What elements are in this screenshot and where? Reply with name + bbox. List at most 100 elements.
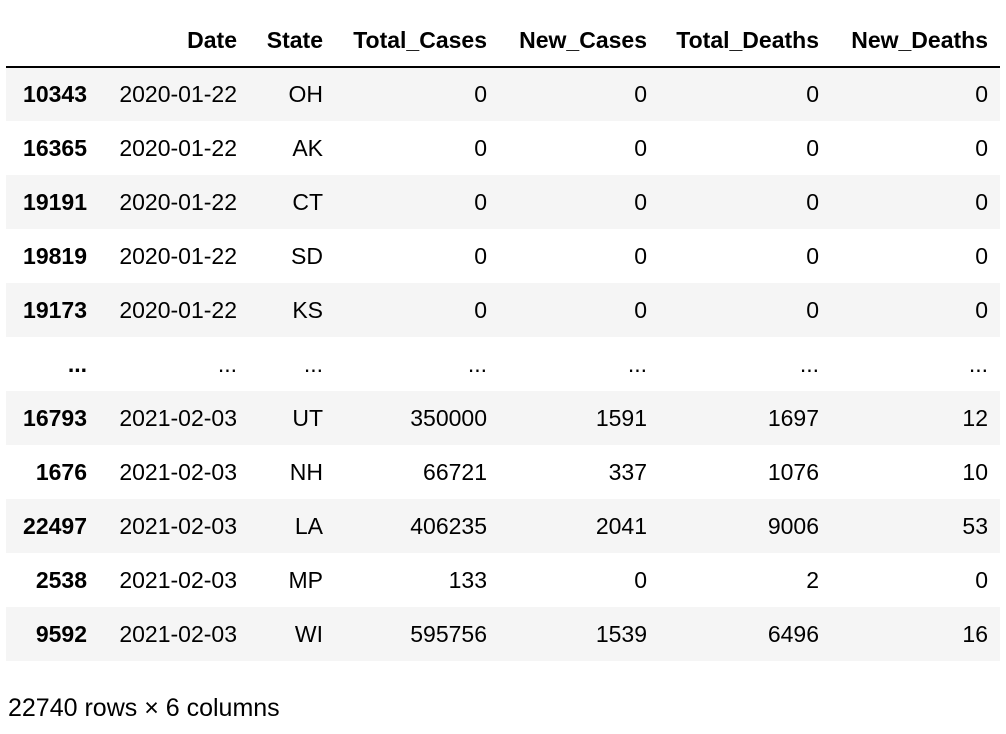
cell-total-deaths: 1697: [767, 404, 819, 431]
row-index: 1676: [35, 458, 87, 485]
header-row: Date State Total_Cases New_Cases Total_D…: [6, 14, 1000, 68]
cell-date: 2021-02-03: [119, 620, 237, 647]
cell-total-cases: 0: [474, 134, 487, 161]
row-index: 19191: [23, 188, 87, 215]
table-row: 19191 2020-01-22 CT 0 0 0 0: [6, 175, 1000, 229]
cell-state: UT: [292, 404, 323, 431]
cell-new-cases: 1591: [595, 404, 647, 431]
cell-total-cases: 66721: [423, 458, 487, 485]
row-index: ...: [67, 350, 87, 377]
column-header-total-cases: Total_Cases: [335, 14, 499, 68]
cell-new-cases: 0: [634, 134, 647, 161]
cell-state: SD: [291, 242, 323, 269]
cell-state: KS: [292, 296, 323, 323]
cell-new-deaths: ...: [968, 350, 988, 377]
cell-date: 2021-02-03: [119, 404, 237, 431]
cell-total-cases: 0: [474, 188, 487, 215]
cell-date: 2020-01-22: [119, 81, 237, 107]
cell-total-deaths: 9006: [767, 512, 819, 539]
cell-total-cases: 406235: [410, 512, 487, 539]
table-row: 22497 2021-02-03 LA 406235 2041 9006 53: [6, 499, 1000, 553]
table-row: 9592 2021-02-03 WI 595756 1539 6496 16: [6, 607, 1000, 661]
cell-date: 2021-02-03: [119, 566, 237, 593]
cell-state: LA: [294, 512, 323, 539]
row-index: 2538: [35, 566, 87, 593]
cell-date: ...: [217, 350, 237, 377]
cell-total-deaths: 1076: [767, 458, 819, 485]
cell-new-cases: ...: [627, 350, 647, 377]
column-header-new-cases: New_Cases: [499, 14, 659, 68]
row-index: 9592: [35, 620, 87, 647]
cell-total-cases: 0: [474, 296, 487, 323]
table-row: 16365 2020-01-22 AK 0 0 0 0: [6, 121, 1000, 175]
cell-total-cases: 0: [474, 242, 487, 269]
cell-new-deaths: 0: [975, 81, 988, 107]
cell-state: MP: [288, 566, 324, 593]
cell-total-deaths: 0: [806, 134, 819, 161]
table-body: 10343 2020-01-22 OH 0 0 0 0 16365 2020-01-22 AK 0 0…: [6, 67, 1000, 661]
cell-state: CT: [292, 188, 323, 215]
cell-total-deaths: ...: [799, 350, 819, 377]
row-index: 19819: [23, 242, 87, 269]
table-row: 16793 2021-02-03 UT 350000 1591 1697 12: [6, 391, 1000, 445]
column-header-new-deaths: New_Deaths: [831, 14, 1000, 68]
cell-new-cases: 0: [634, 188, 647, 215]
table-row: .....................: [6, 337, 1000, 391]
cell-total-deaths: 2: [806, 566, 819, 593]
cell-date: 2021-02-03: [119, 458, 237, 485]
dataframe-output: Date State Total_Cases New_Cases Total_D…: [6, 14, 1000, 661]
cell-new-cases: 2041: [595, 512, 647, 539]
cell-total-cases: 0: [474, 81, 487, 107]
cell-total-cases: 350000: [410, 404, 487, 431]
cell-total-deaths: 0: [806, 242, 819, 269]
dataframe-table: Date State Total_Cases New_Cases Total_D…: [6, 14, 1000, 661]
row-index: 16793: [23, 404, 87, 431]
cell-state: OH: [288, 81, 324, 107]
cell-state: AK: [292, 134, 323, 161]
cell-total-deaths: 0: [806, 188, 819, 215]
cell-new-deaths: 10: [962, 458, 988, 485]
cell-total-cases: ...: [467, 350, 487, 377]
cell-new-deaths: 0: [975, 296, 988, 323]
cell-new-cases: 337: [608, 458, 647, 485]
cell-new-deaths: 53: [962, 512, 988, 539]
column-header-total-deaths: Total_Deaths: [659, 14, 831, 68]
cell-state: WI: [294, 620, 323, 647]
cell-new-cases: 0: [634, 242, 647, 269]
cell-total-deaths: 6496: [767, 620, 819, 647]
cell-new-deaths: 0: [975, 566, 988, 593]
table-row: 1676 2021-02-03 NH 66721 337 1076 10: [6, 445, 1000, 499]
cell-date: 2020-01-22: [119, 188, 237, 215]
column-header-state: State: [249, 14, 335, 68]
cell-date: 2021-02-03: [119, 512, 237, 539]
cell-date: 2020-01-22: [119, 134, 237, 161]
table-row: 2538 2021-02-03 MP 133 0 2 0: [6, 553, 1000, 607]
cell-new-cases: 0: [634, 81, 647, 107]
cell-date: 2020-01-22: [119, 296, 237, 323]
table-row: 10343 2020-01-22 OH 0 0 0 0: [6, 67, 1000, 121]
row-index: 19173: [23, 296, 87, 323]
cell-new-cases: 0: [634, 566, 647, 593]
cell-new-deaths: 0: [975, 134, 988, 161]
cell-total-cases: 133: [448, 566, 487, 593]
shape-summary: 22740 rows × 6 columns: [8, 694, 280, 722]
row-index: 10343: [23, 81, 87, 107]
cell-new-deaths: 0: [975, 242, 988, 269]
cell-new-deaths: 0: [975, 188, 988, 215]
cell-new-cases: 1539: [595, 620, 647, 647]
cell-total-deaths: 0: [806, 296, 819, 323]
cell-total-cases: 595756: [410, 620, 487, 647]
cell-date: 2020-01-22: [119, 242, 237, 269]
index-column-header: [6, 14, 99, 68]
row-index: 16365: [23, 134, 87, 161]
table-row: 19819 2020-01-22 SD 0 0 0 0: [6, 229, 1000, 283]
cell-new-deaths: 16: [962, 620, 988, 647]
cell-state: ...: [303, 350, 323, 377]
cell-state: NH: [289, 458, 323, 485]
column-header-date: Date: [99, 14, 249, 68]
cell-new-cases: 0: [634, 296, 647, 323]
table-row: 19173 2020-01-22 KS 0 0 0 0: [6, 283, 1000, 337]
cell-total-deaths: 0: [806, 81, 819, 107]
row-index: 22497: [23, 512, 87, 539]
cell-new-deaths: 12: [962, 404, 988, 431]
